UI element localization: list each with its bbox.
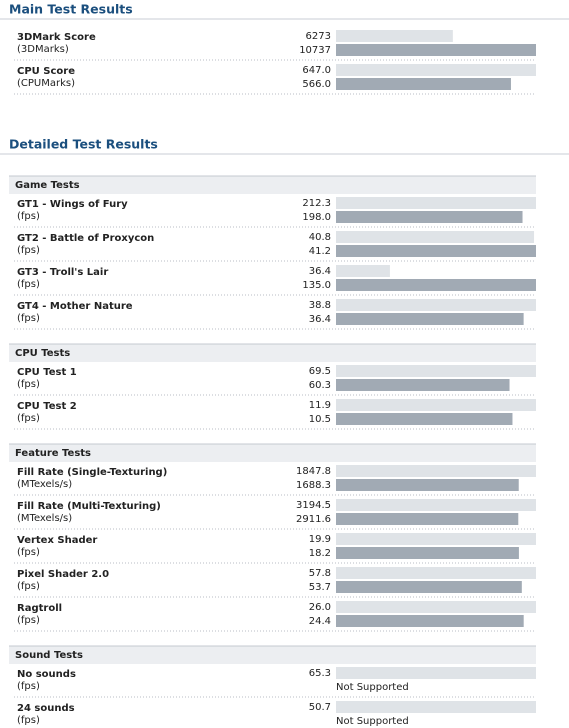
score-value: 566.0: [302, 79, 331, 90]
score-value: 10737: [299, 45, 331, 56]
score-bar: [336, 499, 536, 511]
test-name: 24 sounds: [17, 703, 75, 714]
test-unit: (fps): [17, 313, 40, 324]
test-unit: (MTexels/s): [17, 479, 72, 490]
score-value: 65.3: [309, 668, 331, 679]
test-name: Vertex Shader: [17, 535, 97, 546]
group-title: Sound Tests: [15, 650, 83, 661]
test-unit: (fps): [17, 681, 40, 692]
score-bar: [336, 245, 536, 257]
score-bar: [336, 581, 522, 593]
test-name: Fill Rate (Multi-Texturing): [17, 501, 161, 512]
test-name: GT2 - Battle of Proxycon: [17, 233, 154, 244]
section-title: Main Test Results: [9, 2, 133, 17]
score-value: 36.4: [309, 266, 331, 277]
test-name: No sounds: [17, 669, 76, 680]
score-bar: [336, 667, 536, 679]
score-value: 1688.3: [296, 480, 331, 491]
test-unit: (fps): [17, 715, 40, 726]
score-value: 647.0: [302, 65, 331, 76]
score-bar: [336, 231, 535, 243]
score-bar: [336, 265, 390, 277]
test-unit: (fps): [17, 245, 40, 256]
test-unit: (fps): [17, 379, 40, 390]
test-unit: (MTexels/s): [17, 513, 72, 524]
test-name: Pixel Shader 2.0: [17, 569, 109, 580]
score-bar: [336, 399, 536, 411]
score-value: 2911.6: [296, 514, 331, 525]
score-bar: [336, 379, 510, 391]
score-value: 135.0: [302, 280, 331, 291]
score-bar: [336, 299, 536, 311]
test-unit: (fps): [17, 581, 40, 592]
score-bar: [336, 479, 519, 491]
test-unit: (fps): [17, 279, 40, 290]
score-bar: [336, 64, 536, 76]
score-value: 36.4: [309, 314, 331, 325]
score-value: 212.3: [302, 198, 331, 209]
group-header: [9, 646, 536, 664]
score-bar: [336, 465, 536, 477]
test-unit: (CPUMarks): [17, 78, 75, 89]
test-name: Fill Rate (Single-Texturing): [17, 467, 167, 478]
score-value: 18.2: [309, 548, 331, 559]
group-title: Feature Tests: [15, 448, 91, 459]
score-bar: [336, 44, 536, 56]
score-bar: [336, 279, 536, 291]
score-bar: [336, 615, 524, 627]
score-value: 6273: [306, 31, 331, 42]
score-value: 10.5: [309, 414, 331, 425]
score-bar: [336, 601, 536, 613]
score-bar: [336, 533, 536, 545]
score-value: 11.9: [309, 400, 331, 411]
score-bar: [336, 211, 523, 223]
score-value: 198.0: [302, 212, 331, 223]
score-value: 50.7: [309, 702, 331, 713]
score-value: 1847.8: [296, 466, 331, 477]
score-value: 60.3: [309, 380, 331, 391]
score-bar: [336, 413, 513, 425]
test-name: CPU Test 1: [17, 367, 77, 378]
score-value: 19.9: [309, 534, 331, 545]
test-unit: (fps): [17, 413, 40, 424]
score-value: 3194.5: [296, 500, 331, 511]
score-bar: [336, 313, 524, 325]
group-header: [9, 176, 536, 194]
score-bar: [336, 30, 453, 42]
test-name: GT4 - Mother Nature: [17, 301, 133, 312]
group-header: [9, 344, 536, 362]
test-name: GT3 - Troll's Lair: [17, 267, 108, 278]
score-bar: [336, 197, 536, 209]
test-name: Ragtroll: [17, 603, 62, 614]
score-value: 24.4: [309, 616, 331, 627]
score-bar: [336, 513, 519, 525]
test-name: 3DMark Score: [17, 32, 96, 43]
group-title: Game Tests: [15, 180, 80, 191]
score-bar: [336, 78, 511, 90]
score-value: 41.2: [309, 246, 331, 257]
test-unit: (3DMarks): [17, 44, 69, 55]
score-value: 38.8: [309, 300, 331, 311]
test-name: CPU Test 2: [17, 401, 77, 412]
score-bar: [336, 567, 536, 579]
score-value: 69.5: [309, 366, 331, 377]
score-bar: [336, 365, 536, 377]
test-unit: (fps): [17, 615, 40, 626]
score-bar: [336, 547, 519, 559]
group-title: CPU Tests: [15, 348, 70, 359]
test-unit: (fps): [17, 547, 40, 558]
not-supported: Not Supported: [336, 682, 409, 693]
test-unit: (fps): [17, 211, 40, 222]
section-title: Detailed Test Results: [9, 137, 158, 152]
test-name: GT1 - Wings of Fury: [17, 199, 128, 210]
not-supported: Not Supported: [336, 716, 409, 727]
group-header: [9, 444, 536, 462]
score-value: 57.8: [309, 568, 331, 579]
score-value: 40.8: [309, 232, 331, 243]
score-value: 26.0: [309, 602, 331, 613]
score-value: 53.7: [309, 582, 331, 593]
test-name: CPU Score: [17, 66, 75, 77]
score-bar: [336, 701, 536, 713]
